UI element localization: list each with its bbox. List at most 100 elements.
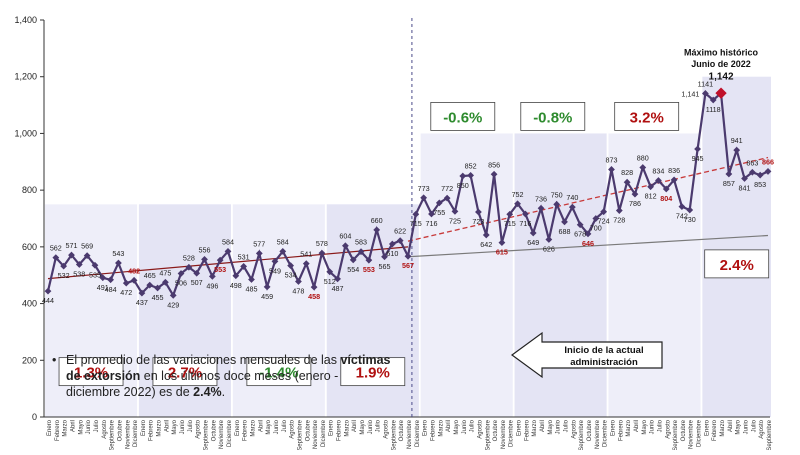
month-label: Octubre [587, 419, 593, 441]
value-label: 584 [222, 237, 234, 246]
value-label: 773 [418, 184, 430, 193]
data-point [709, 96, 717, 104]
month-label: Julio [282, 419, 288, 432]
month-label: Julio [470, 419, 476, 432]
data-point [701, 90, 709, 97]
value-label: 880 [637, 153, 649, 162]
annotation-layer: 1.3% 2.7% -1.4% 1.9% -0.6% -0.8% 3.2% 2.4% Máxim… [58, 47, 770, 387]
y-tick-label: 800 [22, 185, 37, 195]
data-point [655, 177, 662, 184]
panel-8 [702, 76, 771, 417]
month-label: Septiembre [485, 419, 491, 450]
value-label: 437 [136, 298, 148, 307]
value-label: 715 [504, 219, 516, 228]
month-label: Noviembre [689, 419, 695, 449]
month-label: Marzo [344, 419, 350, 436]
value-label: 866 [762, 157, 774, 166]
summary-note: • El promedio de las variaciones mensual… [52, 352, 392, 400]
month-label: Enero [329, 419, 335, 436]
value-label: 750 [551, 190, 563, 199]
data-point [537, 204, 545, 212]
value-label: 715 [410, 219, 422, 228]
month-label: Marzo [438, 419, 444, 436]
y-tick-label: 0 [32, 412, 37, 422]
data-point [545, 236, 553, 243]
month-label: Diciembre [415, 419, 421, 447]
value-label: 506 [175, 279, 187, 288]
value-label: 725 [449, 216, 461, 225]
month-label: Septiembre [110, 419, 116, 450]
data-point [584, 230, 592, 238]
data-point [271, 257, 279, 265]
data-point [295, 278, 302, 285]
value-label: 716 [519, 219, 531, 228]
month-label: Julio [94, 419, 100, 432]
month-label: Marzo [63, 419, 69, 436]
data-point [600, 208, 608, 216]
value-label: 772 [441, 184, 453, 193]
value-label: 841 [739, 184, 751, 193]
month-label: Enero [47, 419, 53, 436]
value-label: 755 [433, 208, 445, 217]
value-label: 610 [386, 249, 398, 258]
segment-5: -0.6% [430, 102, 496, 131]
month-label: Enero [141, 419, 147, 436]
data-point [255, 249, 263, 257]
value-label: 649 [527, 238, 539, 247]
month-label: Agosto [290, 419, 296, 438]
segment-4: 1.9% [340, 357, 406, 387]
month-label: Diciembre [133, 419, 139, 447]
month-label: Julio [751, 419, 757, 432]
month-label: Junio [180, 419, 186, 434]
trend-line-projection [407, 234, 769, 258]
month-label: Septiembre [204, 419, 210, 450]
month-label: Abril [352, 420, 358, 432]
month-label: Junio [368, 419, 374, 434]
value-label: 569 [81, 242, 93, 251]
month-label: Octubre [681, 419, 687, 441]
data-point [279, 248, 287, 255]
month-label: Mayo [78, 419, 84, 434]
data-point [733, 146, 741, 154]
segment-label: 1.3% [74, 365, 108, 382]
month-label: Noviembre [501, 419, 507, 449]
data-point [592, 215, 600, 222]
data-point [68, 251, 75, 259]
month-label: Julio [564, 419, 570, 432]
value-label: 562 [50, 244, 62, 253]
month-label: Junio [556, 419, 562, 434]
data-point [459, 172, 467, 180]
value-label: 578 [316, 239, 328, 248]
segment-box [246, 357, 312, 387]
month-label: Febrero [149, 419, 155, 441]
data-point [443, 194, 451, 202]
y-tick-label: 200 [22, 355, 37, 365]
value-label: 565 [379, 262, 391, 271]
value-label: 459 [261, 292, 273, 301]
value-label: 444 [42, 296, 54, 305]
value-label: 458 [308, 292, 320, 301]
month-label: Diciembre [509, 419, 515, 447]
month-label: Mayo [360, 419, 366, 434]
value-label: 531 [238, 252, 250, 261]
summary-text: El promedio de las variaciones mensuales… [66, 352, 392, 400]
value-label: 571 [65, 241, 77, 250]
value-label: 642 [480, 240, 492, 249]
value-label: 716 [425, 219, 437, 228]
value-label: 507 [191, 278, 203, 287]
month-label: Febrero [243, 419, 249, 441]
month-label: Noviembre [313, 419, 319, 449]
month-label: Septiembre [297, 419, 303, 450]
trend-line-current [407, 156, 769, 242]
segment-box [340, 357, 406, 387]
note-part2: en los últimos doce meses (enero - dicie… [66, 369, 339, 399]
data-point [482, 231, 490, 239]
value-label: 836 [668, 166, 680, 175]
segment-7: 3.2% [614, 102, 680, 131]
data-point [216, 256, 224, 264]
data-point [764, 168, 772, 175]
data-point [99, 274, 107, 282]
panel-6 [514, 133, 607, 417]
note-part3: . [221, 385, 226, 399]
